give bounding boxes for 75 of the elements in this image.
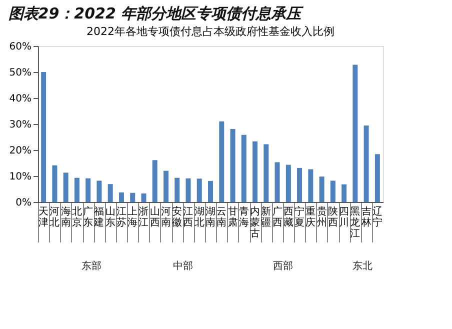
x-tick-label: 内蒙古 <box>250 206 260 240</box>
x-tick-label: 新疆 <box>261 206 272 228</box>
bar <box>163 170 168 202</box>
bar <box>208 180 213 202</box>
chart-subtitle: 2022年各地专项债付息占本级政府性基金收入比例 <box>86 25 334 38</box>
bar <box>41 72 46 202</box>
x-tick-label: 山西 <box>150 206 160 228</box>
x-tick-label: 江苏 <box>116 206 126 228</box>
bar <box>274 162 280 202</box>
bar <box>252 141 258 202</box>
x-tick-label: 湖北 <box>194 206 204 228</box>
text: 中部 <box>172 260 193 272</box>
x-tick-label: 云南 <box>216 206 227 228</box>
bar <box>141 193 146 202</box>
bar <box>196 178 202 202</box>
x-tick-label: 山东 <box>105 206 116 228</box>
x-tick-label: 湖南 <box>206 206 216 228</box>
y-tick-label: 0% <box>16 198 32 208</box>
y-tick-label: 20% <box>9 146 32 156</box>
bar <box>342 184 347 202</box>
x-tick-label: 黑龙江 <box>350 206 360 240</box>
x-tick-label: 广西 <box>272 206 282 228</box>
x-tick-label: 贵州 <box>316 206 327 228</box>
bar <box>330 180 336 202</box>
bar <box>186 178 191 202</box>
bar <box>152 160 158 202</box>
bar <box>74 178 80 202</box>
bar <box>63 172 68 202</box>
bar <box>96 180 102 202</box>
text: 东部 <box>81 260 102 272</box>
bar <box>174 178 180 202</box>
bar <box>374 154 380 202</box>
x-tick-label: 福建 <box>93 206 104 228</box>
x-tick-label: 北京 <box>72 206 82 228</box>
x-tick-label: 辽宁 <box>372 206 382 228</box>
x-tick-label: 上海 <box>128 206 138 228</box>
bar <box>308 169 314 202</box>
x-tick-label: 陕西 <box>328 206 338 228</box>
x-tick-label: 重庆 <box>306 206 316 228</box>
bar <box>108 184 113 202</box>
bar <box>219 121 224 202</box>
x-tick-label: 吉林 <box>360 206 372 228</box>
text: 东北 <box>352 260 372 272</box>
x-tick-label: 安徽 <box>172 206 182 228</box>
y-tick-label: 40% <box>9 94 32 104</box>
bar <box>52 165 58 202</box>
x-tick-label: 西藏 <box>283 206 294 228</box>
y-tick-label: 60% <box>9 42 32 52</box>
bar <box>264 144 269 202</box>
x-tick-label: 广东 <box>83 206 94 228</box>
text: 西部 <box>272 260 293 272</box>
x-tick-label: 青海 <box>238 206 249 228</box>
bar <box>286 164 291 202</box>
x-tick-label: 河南 <box>160 206 171 228</box>
x-tick-label: 河北 <box>50 206 60 228</box>
chart-title: 图表29：2022 年部分地区专项债付息承压 <box>8 4 304 22</box>
bar <box>319 176 324 202</box>
bar <box>364 126 369 202</box>
bar <box>297 168 302 202</box>
bar <box>230 128 236 202</box>
y-tick-label: 30% <box>9 120 32 130</box>
x-tick-label: 四川 <box>339 206 350 228</box>
x-tick-label: 甘肃 <box>228 206 238 228</box>
bar <box>86 178 91 202</box>
x-tick-label: 天津 <box>38 206 49 228</box>
x-tick-label: 江西 <box>183 206 194 228</box>
bar <box>352 64 358 202</box>
y-tick-label: 50% <box>9 68 32 78</box>
x-tick-label: 浙江 <box>138 206 149 228</box>
x-tick-label: 海南 <box>60 206 71 228</box>
bar <box>241 134 246 202</box>
bar <box>118 192 124 202</box>
y-tick-label: 10% <box>9 172 32 182</box>
bar <box>130 192 136 202</box>
x-tick-label: 宁夏 <box>294 206 305 228</box>
